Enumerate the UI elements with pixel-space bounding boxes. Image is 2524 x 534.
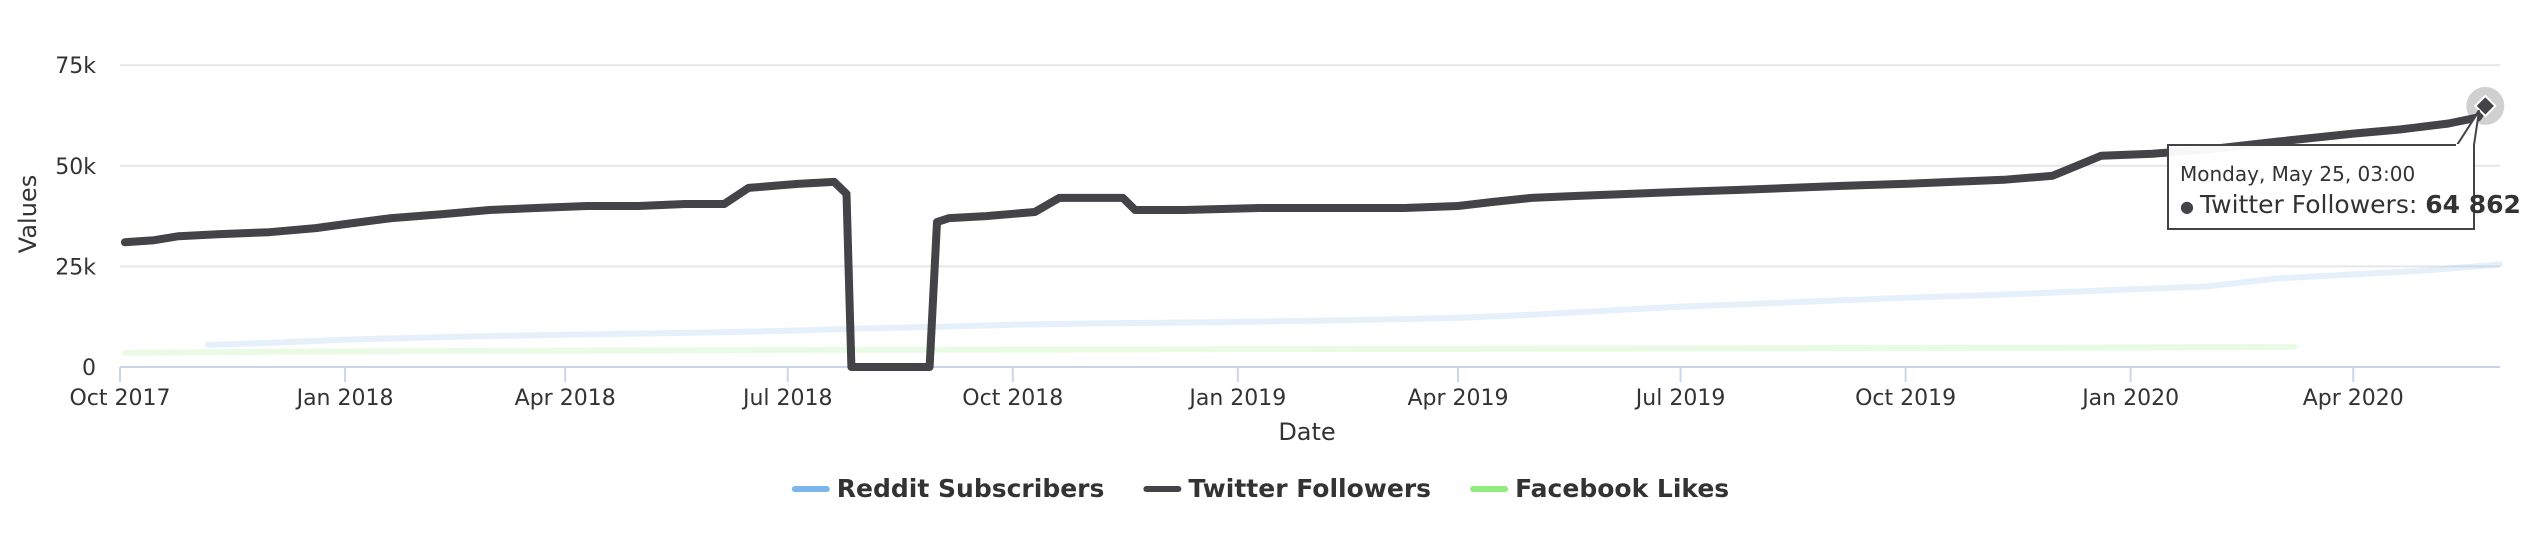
series-line-twitter-followers[interactable] [120,101,2490,371]
legend-label: Twitter Followers [1188,474,1431,503]
x-tick-label: Jul 2019 [1634,386,1726,411]
x-tick-label: Apr 2019 [1407,386,1508,411]
legend-label: Reddit Subscribers [837,474,1105,503]
series-line-facebook-likes[interactable] [121,343,2298,356]
legend-item-twitter-followers[interactable]: Twitter Followers [1143,474,1431,503]
grid-layer [120,64,2500,268]
tooltip-box [2167,144,2475,230]
x-tick-label: Oct 2018 [962,386,1063,411]
x-tick-label: Apr 2018 [515,386,616,411]
y-axis-title: Values [14,175,42,253]
x-axis-title: Date [1278,418,1335,446]
tooltip-value: 64 862 [2425,190,2521,219]
hover-marker-layer [2466,86,2505,125]
tooltip: Monday, May 25, 03:00 ● Twitter Follower… [2167,110,2521,230]
legend-item-facebook-likes[interactable]: Facebook Likes [1470,474,1729,503]
y-tick-label: 50k [55,155,96,180]
y-tick-label: 25k [55,255,96,280]
x-axis: Oct 2017 Jan 2018 Apr 2018 Jul 2018 Oct 2018… [69,366,2500,411]
x-tick-label: Oct 2019 [1855,386,1956,411]
tooltip-pointer-mask [2456,144,2473,148]
x-tick-label: Apr 2020 [2303,386,2404,411]
x-tick-label: Oct 2017 [69,386,170,411]
y-tick-label: 0 [82,356,96,381]
legend-label: Facebook Likes [1515,474,1729,503]
tooltip-date: Monday, May 25, 03:00 [2180,162,2415,186]
x-tick-label: Jan 2020 [2080,386,2179,411]
y-tick-label: 75k [55,54,96,79]
tooltip-series-label: Twitter Followers: [2199,190,2425,219]
series-layer [120,101,2503,371]
hover-point-diamond[interactable] [2473,94,2497,118]
tooltip-series-value: Twitter Followers: 64 862 [2199,190,2521,219]
x-tick-label: Jul 2018 [741,386,833,411]
series-line-reddit-subscribers[interactable] [205,261,2503,348]
tooltip-bullet: ● [2180,197,2194,216]
legend: Reddit Subscribers Twitter Followers Faceb… [791,474,1729,503]
legend-item-reddit-subscribers[interactable]: Reddit Subscribers [791,474,1105,503]
x-tick-label: Jan 2018 [295,386,394,411]
y-axis-tick-labels: 0 25k 50k 75k [55,54,96,381]
x-tick-label: Jan 2019 [1187,386,1286,411]
